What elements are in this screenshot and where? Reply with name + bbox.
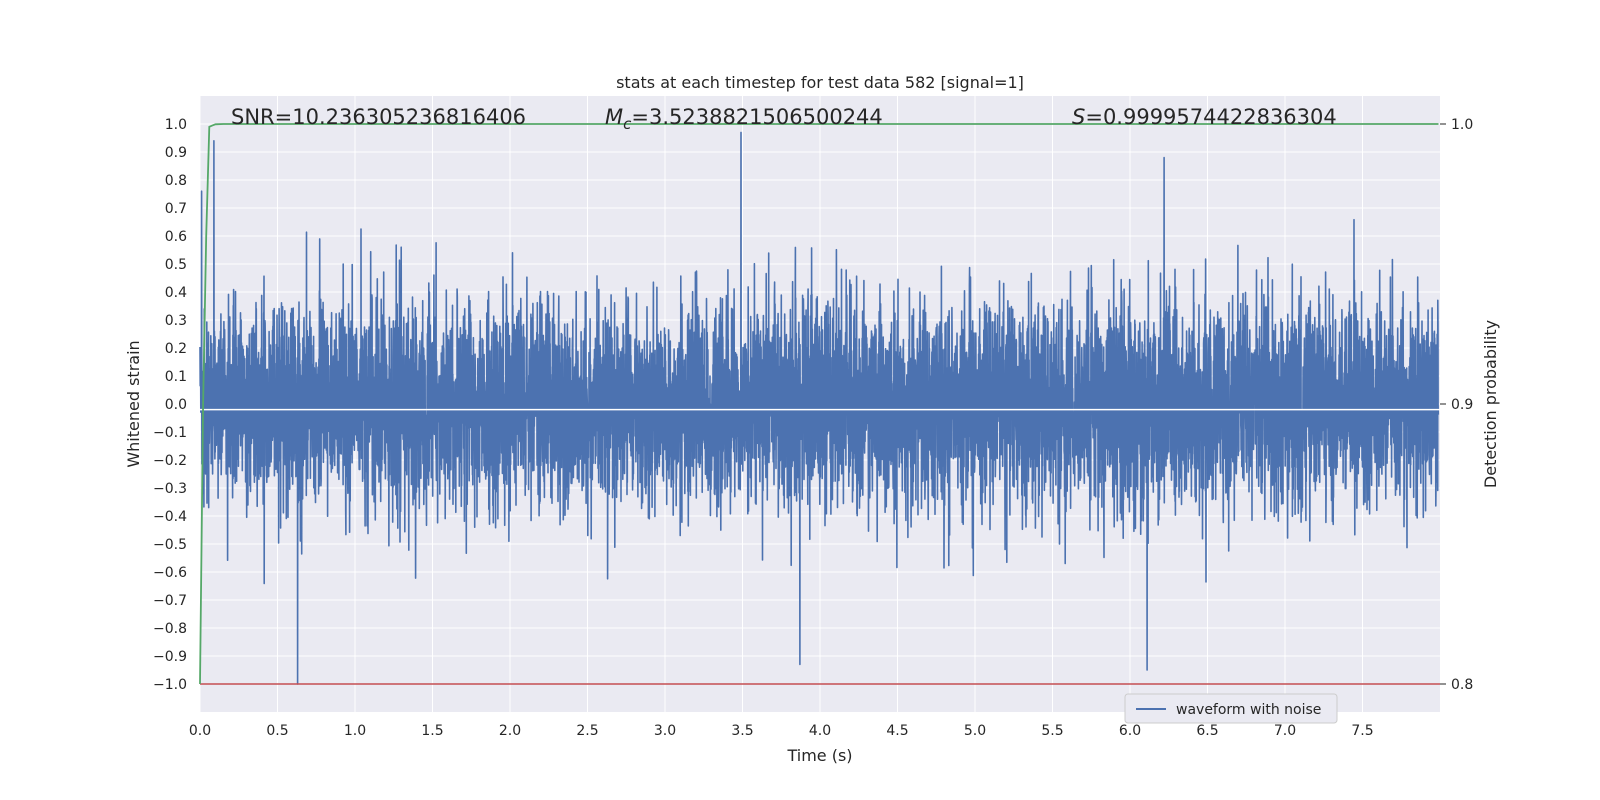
- chart-title: stats at each timestep for test data 582…: [616, 73, 1024, 92]
- y2-axis-label: Detection probability: [1481, 320, 1500, 488]
- x-tick-label: 7.0: [1274, 723, 1296, 739]
- waveform-series-line: [199, 131, 1440, 685]
- y-tick-label: 0.2: [165, 341, 187, 357]
- x-tick-label: 0.5: [266, 723, 288, 739]
- snr-annotation: SNR=10.236305236816406: [231, 105, 526, 129]
- x-tick-label: 4.0: [809, 723, 831, 739]
- y-tick-label: 0.8: [165, 173, 187, 189]
- x-tick-label: 1.0: [344, 723, 366, 739]
- y2-tick-label: 0.9: [1451, 397, 1473, 413]
- y-axis-label: Whitened strain: [124, 340, 143, 467]
- y-tick-label: −0.8: [153, 621, 187, 637]
- x-tick-label: 5.0: [964, 723, 986, 739]
- x-tick-label: 2.0: [499, 723, 521, 739]
- x-tick-label: 3.5: [731, 723, 753, 739]
- y-tick-label: 1.0: [165, 117, 187, 133]
- y-tick-label: 0.6: [165, 229, 187, 245]
- y-tick-label: −0.9: [153, 649, 187, 665]
- chirp-mass-symbol: M: [605, 105, 623, 129]
- y-tick-label: −1.0: [153, 677, 187, 693]
- y-tick-label: −0.6: [153, 565, 187, 581]
- y-tick-label: 0.3: [165, 313, 187, 329]
- x-tick-label: 6.0: [1119, 723, 1141, 739]
- x-tick-label: 7.5: [1351, 723, 1373, 739]
- y-tick-label: −0.2: [153, 453, 187, 469]
- y-tick-label: 0.9: [165, 145, 187, 161]
- y2-tick-label: 0.8: [1451, 677, 1473, 693]
- chirp-mass-annotation: Mc=3.5238821506500244: [605, 105, 883, 133]
- detection-probability-line: [199, 123, 1439, 685]
- y-tick-label: 0.5: [165, 257, 187, 273]
- score-value: =0.9999574422836304: [1085, 105, 1336, 129]
- y-tick-label: −0.5: [153, 537, 187, 553]
- y-tick-label: 0.7: [165, 201, 187, 217]
- chirp-mass-value: =3.5238821506500244: [631, 105, 882, 129]
- y-tick-label: 0.0: [165, 397, 187, 413]
- y-tick-label: −0.7: [153, 593, 187, 609]
- x-tick-label: 6.5: [1196, 723, 1218, 739]
- legend-label-waveform: waveform with noise: [1176, 702, 1321, 718]
- axes: 0.0 0.5 1.0 1.5 2.0 2.5 3.0 3.5 4.0 4.5 5.0 5.5 6.0 6…: [153, 117, 1473, 739]
- chirp-mass-subscript: c: [623, 115, 632, 133]
- y-tick-label: 0.4: [165, 285, 187, 301]
- data-layer: [199, 123, 1440, 685]
- legend: waveform with noise: [1124, 693, 1338, 724]
- snr-score-annotation: S=0.9999574422836304: [1072, 105, 1337, 129]
- x-tick-label: 5.5: [1041, 723, 1063, 739]
- score-symbol: S: [1072, 105, 1085, 129]
- x-tick-label: 4.5: [886, 723, 908, 739]
- y-tick-label: 0.1: [165, 369, 187, 385]
- y-tick-label: −0.4: [153, 509, 187, 525]
- y2-tick-label: 1.0: [1451, 117, 1473, 133]
- y-tick-label: −0.3: [153, 481, 187, 497]
- legend-box: [1124, 693, 1338, 724]
- x-tick-label: 1.5: [421, 723, 443, 739]
- x-tick-label: 3.0: [654, 723, 676, 739]
- x-tick-label: 2.5: [576, 723, 598, 739]
- x-axis-label: Time (s): [786, 746, 852, 765]
- x-tick-label: 0.0: [189, 723, 211, 739]
- y-tick-label: −0.1: [153, 425, 187, 441]
